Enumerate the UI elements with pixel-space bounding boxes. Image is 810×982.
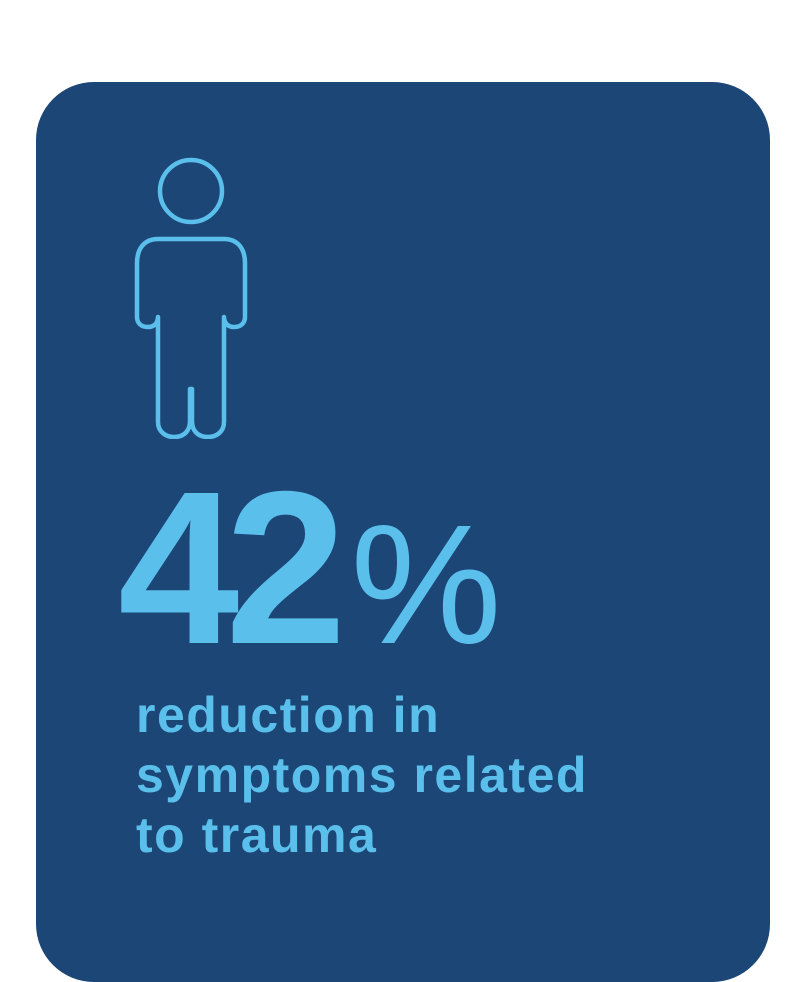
person-outline-icon — [134, 157, 248, 439]
stat-value: 42% — [118, 460, 502, 678]
caption-line: reduction in — [136, 687, 441, 743]
stat-card: 42% reduction in symptoms related to tra… — [36, 82, 770, 982]
stat-caption: reduction in symptoms related to trauma — [136, 685, 756, 865]
caption-line: to trauma — [136, 807, 378, 863]
caption-line: symptoms related — [136, 747, 588, 803]
stat-number: 42 — [118, 447, 347, 690]
stat-unit: % — [350, 490, 502, 680]
